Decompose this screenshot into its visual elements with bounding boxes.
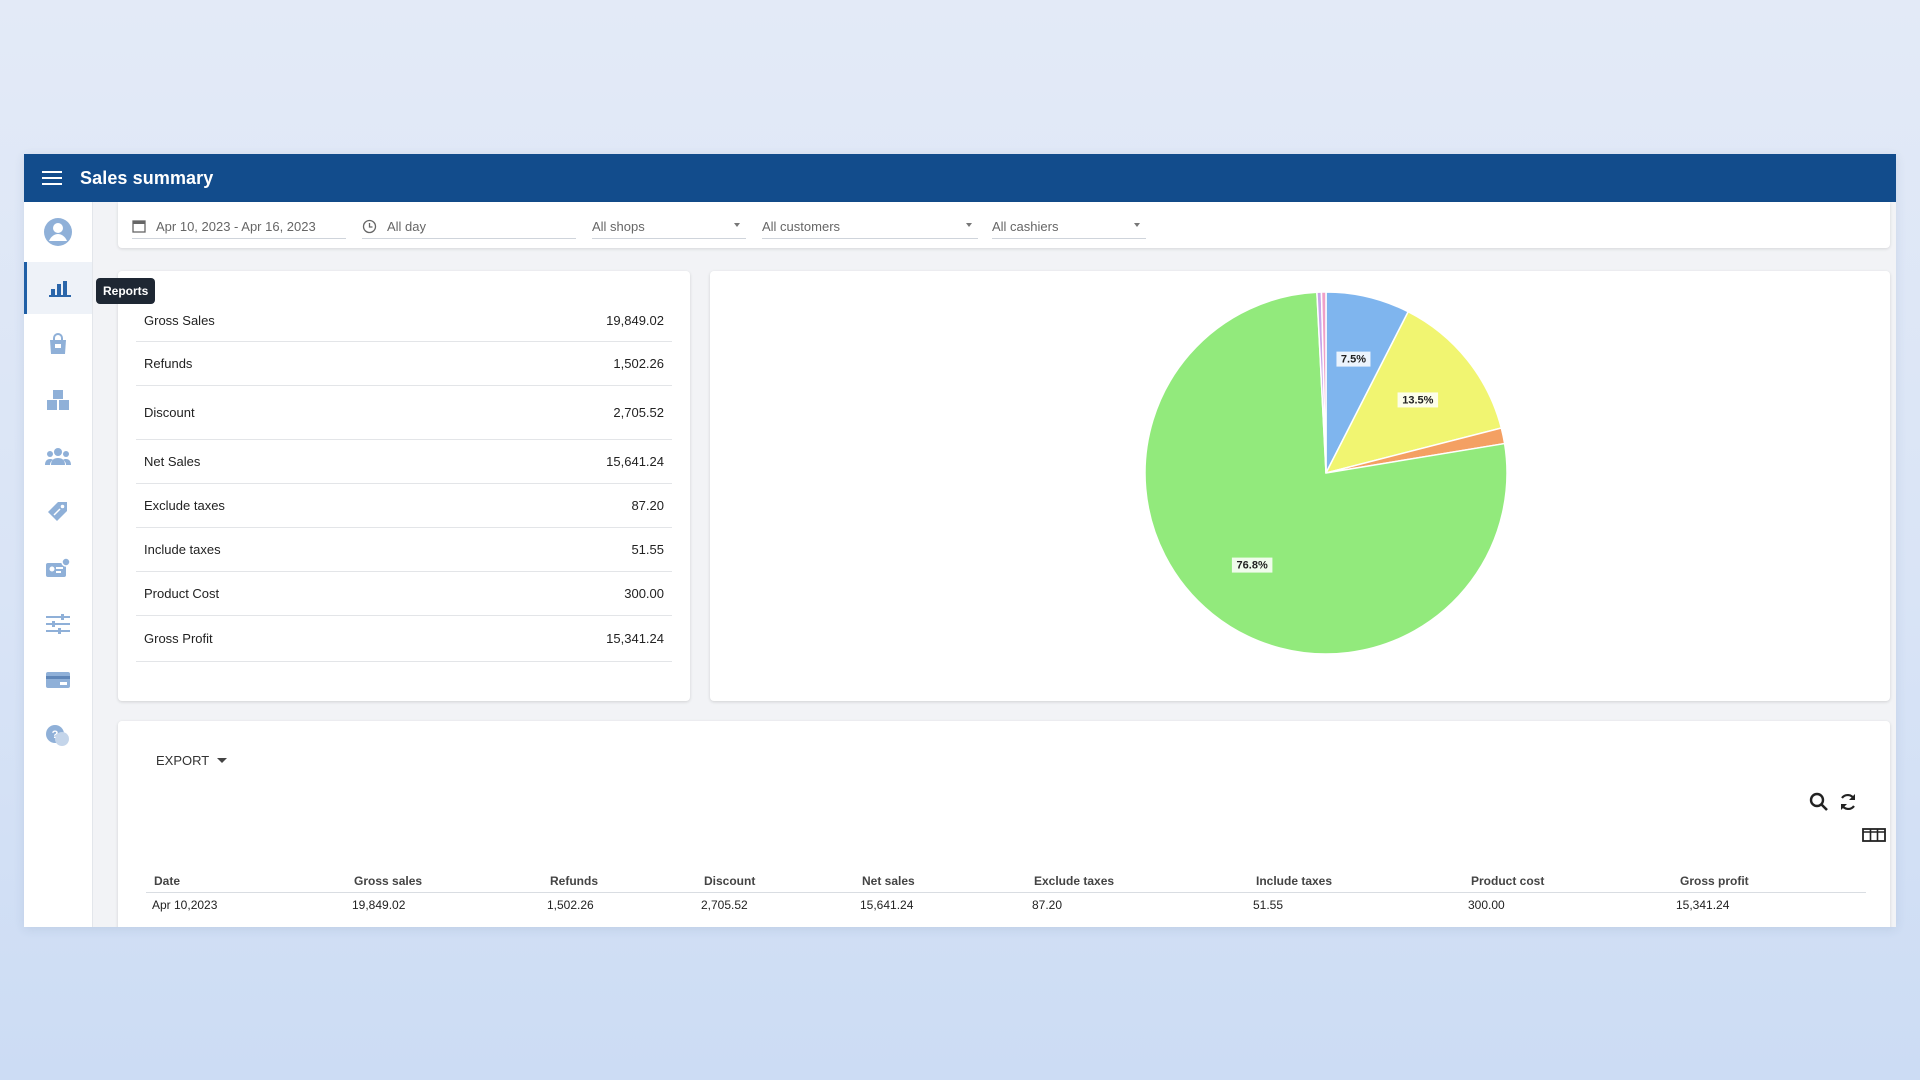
table-cell: 15,641.24 [860, 898, 914, 912]
summary-label: Product Cost [144, 586, 220, 601]
page-title: Sales summary [80, 167, 214, 188]
chevron-down-icon [734, 223, 740, 227]
summary-row: Gross Sales 19,849.02 [136, 299, 672, 342]
summary-row: Refunds 1,502.26 [136, 342, 672, 386]
table-cell: 51.55 [1253, 898, 1284, 912]
summary-value: 2,705.52 [613, 405, 664, 420]
summary-value: 1,502.26 [613, 356, 664, 371]
summary-value: 51.55 [631, 542, 664, 557]
pie-slice[interactable] [1320, 291, 1327, 474]
help-icon[interactable]: ? [24, 710, 92, 762]
cashiers-value: All cashiers [992, 218, 1059, 234]
discounts-icon[interactable] [24, 486, 92, 538]
calendar-icon [132, 219, 146, 233]
column-header[interactable]: Net sales [862, 874, 915, 888]
summary-label: Refunds [144, 356, 193, 371]
summary-label: Net Sales [144, 454, 201, 469]
svg-text:7.5%: 7.5% [1341, 354, 1366, 366]
slice-label: 7.5% [1336, 351, 1371, 367]
table-cell: 2,705.52 [701, 898, 748, 912]
pie-chart-card: 7.5% 13.5% 76.8% [710, 271, 1890, 701]
columns-icon[interactable] [1861, 826, 1887, 844]
refresh-icon[interactable] [1837, 791, 1859, 813]
column-header[interactable]: Refunds [550, 874, 598, 888]
table-cell: 300.00 [1468, 898, 1505, 912]
table-cell: 1,502.26 [547, 898, 594, 912]
slice-label: 13.5% [1397, 392, 1439, 408]
settings-icon[interactable] [24, 598, 92, 650]
customers-icon[interactable] [24, 430, 92, 482]
summary-value: 300.00 [624, 586, 664, 601]
time-value: All day [387, 218, 427, 234]
summary-value: 87.20 [631, 498, 664, 513]
summary-label: Include taxes [144, 542, 221, 557]
chevron-down-icon [1134, 223, 1140, 227]
table-cell: 15,341.24 [1676, 898, 1730, 912]
table-cell: 19,849.02 [352, 898, 406, 912]
customers-value: All customers [762, 218, 841, 234]
items-icon[interactable] [24, 318, 92, 370]
summary-card: Gross Sales 19,849.02 Refunds 1,502.26 D… [118, 271, 690, 701]
summary-value: 15,641.24 [606, 454, 664, 469]
cashiers-select[interactable]: All cashiers [992, 214, 1146, 239]
summary-row: Product Cost 300.00 [136, 572, 672, 616]
pie-slice[interactable] [1324, 310, 1503, 475]
summary-label: Discount [144, 405, 195, 420]
clock-icon [362, 219, 377, 234]
sales-table-card: EXPORT Date Gross sales Refunds Discount… [118, 721, 1890, 927]
table-row[interactable]: Apr 10,2023 19,849.02 1,502.26 2,705.52 … [146, 894, 1866, 918]
top-bar: Sales summary [24, 154, 1896, 202]
summary-row: Include taxes 51.55 [136, 528, 672, 572]
svg-text:13.5%: 13.5% [1402, 394, 1433, 406]
summary-label: Exclude taxes [144, 498, 225, 513]
column-header[interactable]: Gross profit [1680, 874, 1749, 888]
reports-tooltip: Reports [96, 278, 156, 304]
export-label: EXPORT [156, 753, 210, 768]
table-header: Date Gross sales Refunds Discount Net sa… [146, 870, 1866, 893]
caret-down-icon [217, 758, 228, 763]
summary-row: Gross Profit 15,341.24 [136, 616, 672, 662]
column-header[interactable]: Discount [704, 874, 756, 888]
svg-text:76.8%: 76.8% [1237, 560, 1268, 572]
account-icon[interactable] [24, 206, 92, 258]
reports-icon[interactable] [24, 262, 92, 314]
column-header[interactable]: Include taxes [1256, 874, 1333, 888]
pie-chart: 7.5% 13.5% 76.8% [1144, 291, 1508, 655]
summary-value: 15,341.24 [606, 631, 664, 646]
date-range-value: Apr 10, 2023 - Apr 16, 2023 [156, 218, 316, 234]
column-header[interactable]: Exclude taxes [1034, 874, 1115, 888]
summary-label: Gross Profit [144, 631, 213, 646]
summary-row: Discount 2,705.52 [136, 386, 672, 440]
slice-label: 76.8% [1231, 557, 1273, 573]
chevron-down-icon [966, 223, 972, 227]
summary-row: Net Sales 15,641.24 [136, 440, 672, 484]
filter-bar: Apr 10, 2023 - Apr 16, 2023 All day All … [118, 202, 1890, 248]
menu-icon[interactable] [24, 154, 80, 202]
shops-value: All shops [592, 218, 645, 234]
search-icon[interactable] [1808, 791, 1830, 813]
table-cell: Apr 10,2023 [152, 898, 218, 912]
date-range-filter[interactable]: Apr 10, 2023 - Apr 16, 2023 [132, 214, 346, 239]
shops-select[interactable]: All shops [592, 214, 746, 239]
svg-text:?: ? [52, 729, 59, 741]
app-window: Sales summary ? Re [24, 154, 1896, 927]
column-header[interactable]: Gross sales [354, 874, 423, 888]
summary-value: 19,849.02 [606, 312, 664, 328]
column-header[interactable]: Date [154, 874, 181, 888]
table-cell: 87.20 [1032, 898, 1063, 912]
billing-icon[interactable] [24, 654, 92, 706]
customers-select[interactable]: All customers [762, 214, 978, 239]
sidebar: ? [24, 202, 93, 927]
employees-icon[interactable] [24, 542, 92, 594]
summary-row: Exclude taxes 87.20 [136, 484, 672, 528]
time-filter[interactable]: All day [362, 214, 576, 239]
inventory-icon[interactable] [24, 374, 92, 426]
summary-label: Gross Sales [144, 312, 215, 328]
column-header[interactable]: Product cost [1471, 874, 1545, 888]
export-button[interactable]: EXPORT [156, 753, 228, 768]
